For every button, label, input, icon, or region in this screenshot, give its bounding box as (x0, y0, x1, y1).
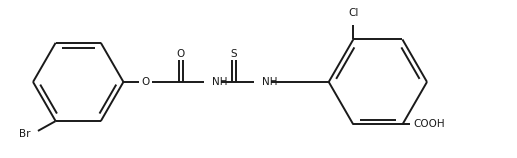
Text: S: S (230, 49, 237, 59)
Text: NH: NH (212, 77, 227, 87)
Text: Cl: Cl (348, 8, 358, 18)
Text: Br: Br (19, 129, 30, 139)
Text: COOH: COOH (413, 119, 445, 130)
Text: NH: NH (262, 77, 278, 87)
Text: O: O (141, 77, 149, 87)
Text: O: O (176, 49, 185, 59)
